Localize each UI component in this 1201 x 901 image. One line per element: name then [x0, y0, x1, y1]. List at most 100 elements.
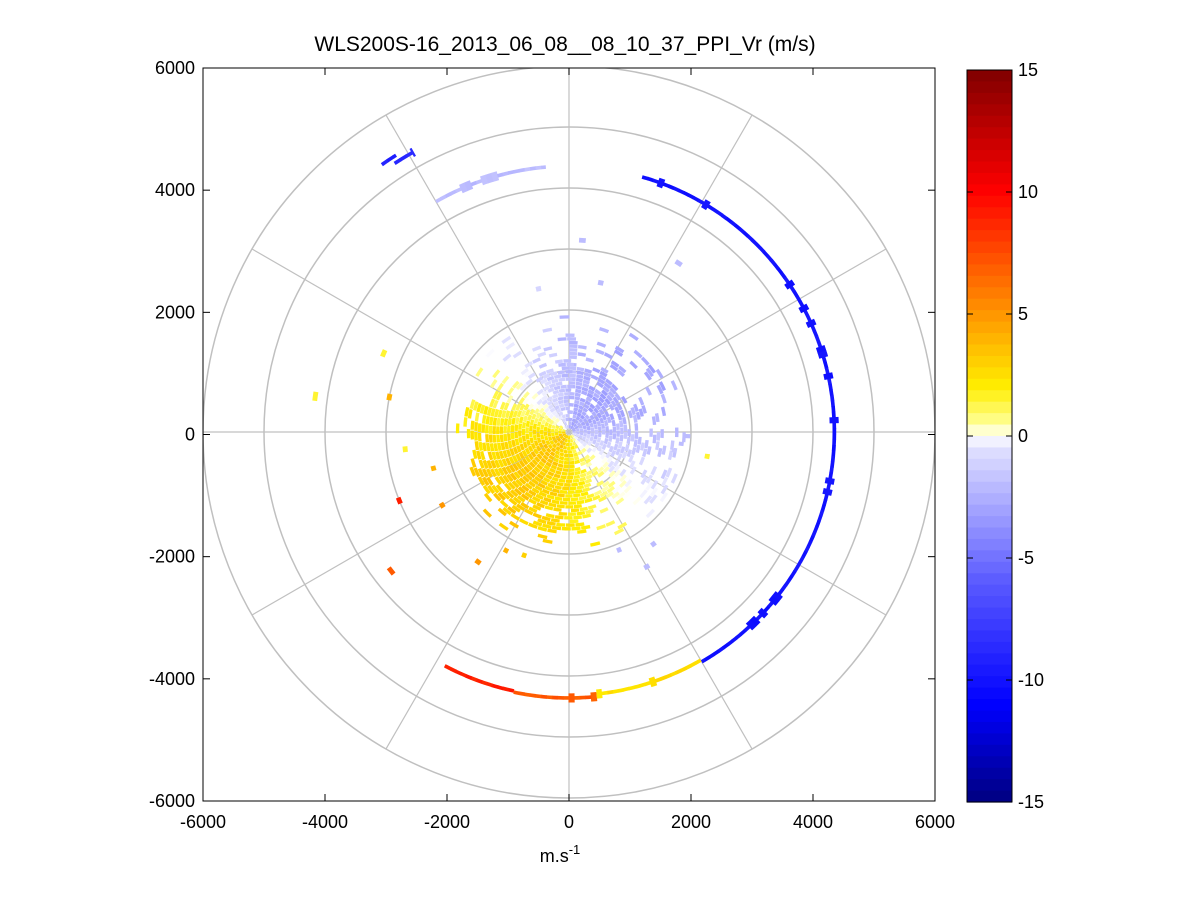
velocity-cell — [558, 459, 564, 465]
velocity-cell — [593, 450, 600, 457]
velocity-cell — [544, 505, 554, 511]
velocity-cell — [508, 497, 518, 506]
velocity-cell — [558, 430, 562, 434]
velocity-arc-cell — [443, 664, 448, 669]
velocity-cell — [576, 412, 582, 418]
velocity-cell — [554, 418, 560, 423]
velocity-cell — [486, 468, 493, 478]
velocity-cell — [512, 446, 519, 455]
grid-spoke — [568, 248, 887, 433]
velocity-cell — [476, 450, 482, 460]
velocity-cell — [578, 405, 584, 410]
velocity-cell — [550, 447, 557, 453]
velocity-arc-cell — [742, 231, 750, 238]
velocity-cell — [538, 416, 544, 422]
velocity-cell — [522, 391, 530, 399]
velocity-cell — [522, 475, 530, 483]
velocity-cell — [482, 484, 491, 495]
velocity-cell — [605, 426, 609, 432]
velocity-cell — [565, 333, 575, 337]
velocity-cell — [480, 451, 486, 461]
colorbar-step — [967, 344, 1012, 357]
velocity-cell — [537, 533, 548, 540]
velocity-arc-cell — [707, 204, 715, 211]
velocity-cell — [511, 504, 521, 513]
velocity-arc-cell — [540, 694, 547, 699]
velocity-cell — [629, 360, 638, 370]
velocity-cell — [629, 466, 637, 475]
y-tick-label: 6000 — [155, 58, 195, 78]
velocity-cell — [597, 470, 605, 478]
velocity-cell — [592, 439, 597, 445]
velocity-cell — [569, 366, 577, 371]
velocity-cell — [572, 410, 578, 416]
velocity-cell — [579, 444, 585, 450]
velocity-cell — [529, 419, 535, 426]
velocity-cell — [542, 538, 553, 544]
velocity-cell — [538, 407, 545, 414]
velocity-cell — [591, 470, 599, 477]
x-tick-label: 0 — [564, 812, 574, 832]
velocity-cell — [621, 451, 628, 459]
velocity-cell — [569, 417, 573, 422]
velocity-cell — [529, 425, 533, 432]
velocity-arc-cell — [535, 165, 542, 170]
velocity-cell — [527, 445, 534, 453]
velocity-cell — [670, 473, 678, 484]
velocity-cell — [546, 410, 552, 417]
velocity-cell — [554, 515, 564, 520]
velocity-cell — [572, 428, 576, 432]
colorbar-step — [967, 413, 1012, 426]
velocity-cell — [483, 492, 493, 503]
velocity-cell — [601, 443, 607, 451]
velocity-arc-cell — [460, 672, 468, 678]
velocity-cell — [508, 410, 515, 419]
velocity-cell — [515, 453, 522, 462]
velocity-arc-cell — [743, 625, 751, 633]
velocity-arc-cell — [734, 223, 742, 231]
velocity-cell — [512, 496, 522, 505]
velocity-cell — [576, 431, 580, 435]
velocity-cell — [532, 357, 541, 364]
velocity-cell — [585, 469, 593, 476]
velocity-cell — [538, 362, 547, 369]
velocity-cell — [552, 389, 560, 395]
velocity-cell — [536, 463, 543, 471]
velocity-cell — [599, 393, 607, 400]
velocity-arc-cell — [828, 383, 833, 391]
velocity-arc-cell — [680, 666, 687, 673]
velocity-cell — [535, 493, 544, 500]
velocity-arc-cell — [830, 394, 835, 402]
velocity-cell — [527, 414, 533, 421]
velocity-cell — [587, 504, 597, 510]
velocity-arc-cell — [831, 450, 836, 457]
velocity-cell — [486, 460, 493, 470]
velocity-cell — [564, 483, 571, 487]
colorbar-step — [967, 573, 1012, 586]
velocity-cell — [496, 382, 504, 392]
velocity-cell — [534, 485, 543, 492]
velocity-arc-cell — [739, 629, 747, 636]
velocity-cell — [596, 381, 604, 389]
velocity-cell — [635, 444, 641, 454]
velocity-cell — [574, 425, 579, 430]
velocity-cell — [518, 423, 523, 430]
velocity-cell — [603, 438, 609, 445]
velocity-cell — [516, 503, 526, 511]
velocity-arc-cell — [470, 180, 478, 187]
velocity-arc-cell — [464, 180, 474, 191]
velocity-cell — [563, 434, 568, 438]
velocity-cell — [634, 423, 639, 431]
velocity-cell — [569, 402, 574, 407]
velocity-cell — [615, 423, 620, 430]
velocity-arc-cell — [816, 340, 823, 348]
colorbar-step — [967, 161, 1012, 174]
velocity-cell — [633, 439, 638, 448]
velocity-cell — [488, 425, 493, 434]
velocity-cell — [650, 466, 658, 476]
velocity-cell — [552, 443, 558, 449]
velocity-arc-cell — [399, 154, 408, 162]
velocity-arc-cell — [817, 350, 829, 359]
velocity-cell — [645, 474, 653, 484]
velocity-cell — [598, 408, 605, 416]
